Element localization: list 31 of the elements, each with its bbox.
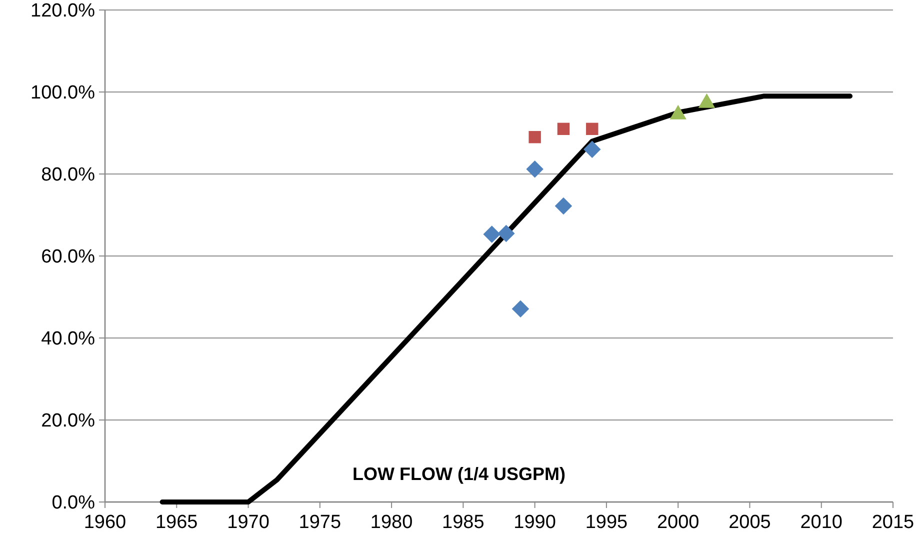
x-tick-label: 1990 [514, 512, 556, 533]
x-tick-label: 1970 [227, 512, 270, 533]
x-tick-label: 2010 [800, 512, 843, 533]
point [512, 300, 530, 318]
annotation: LOW FLOW (1/4 USGPM) [352, 464, 566, 484]
point [483, 226, 500, 243]
x-tick-label: 1975 [298, 512, 342, 533]
y-tick-label: 100.0% [30, 82, 96, 104]
x-tick-label: 2005 [728, 512, 771, 533]
point [528, 130, 541, 144]
y-tick-label: 40.0% [41, 328, 96, 350]
x-tick-label: 2015 [872, 512, 914, 533]
x-tick-label: 1980 [370, 512, 413, 533]
x-tick-label: 1995 [585, 512, 628, 533]
point [557, 122, 570, 136]
point [498, 224, 515, 242]
point [670, 104, 686, 120]
y-tick-label: 20.0% [41, 410, 96, 432]
x-tick-label: 2000 [656, 512, 700, 533]
y-tick-label: 0.0% [52, 492, 96, 514]
y-tick-label: 60.0% [41, 246, 96, 268]
x-tick-label: 1965 [155, 512, 198, 533]
point [583, 140, 601, 158]
x-tick-label: 1985 [442, 512, 484, 533]
point [526, 160, 544, 178]
y-tick-label: 120.0% [30, 0, 96, 22]
point [698, 93, 716, 108]
y-tick-label: 80.0% [41, 164, 96, 186]
point [586, 122, 598, 136]
x-tick-label: 1960 [84, 512, 126, 533]
point [554, 197, 572, 215]
